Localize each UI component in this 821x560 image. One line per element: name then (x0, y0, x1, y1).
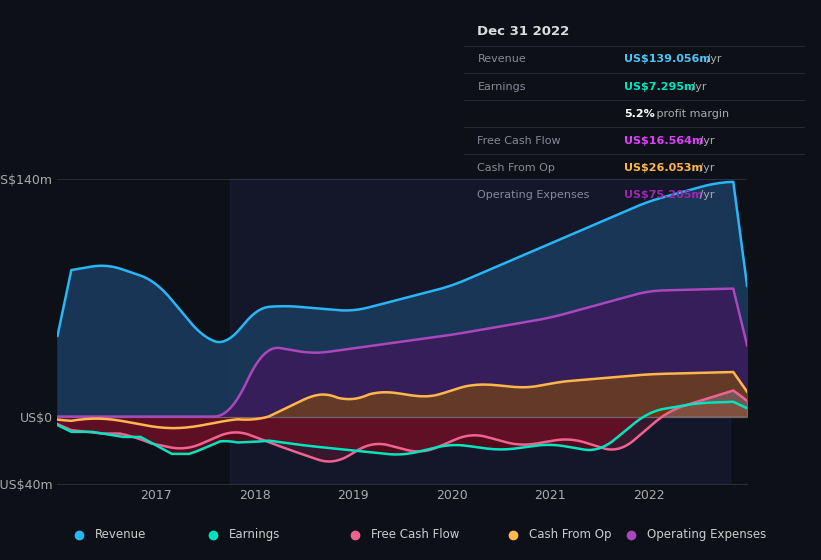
Text: /yr: /yr (695, 136, 714, 146)
Text: /yr: /yr (695, 190, 714, 200)
Text: Operating Expenses: Operating Expenses (647, 528, 766, 542)
Text: US$75.205m: US$75.205m (624, 190, 703, 200)
Text: Cash From Op: Cash From Op (478, 163, 555, 172)
Text: /yr: /yr (695, 163, 714, 172)
Text: Dec 31 2022: Dec 31 2022 (478, 25, 570, 38)
Text: Cash From Op: Cash From Op (529, 528, 611, 542)
Text: Free Cash Flow: Free Cash Flow (371, 528, 460, 542)
Text: US$16.564m: US$16.564m (624, 136, 704, 146)
Text: US$26.053m: US$26.053m (624, 163, 703, 172)
Text: /yr: /yr (703, 54, 721, 64)
Text: Revenue: Revenue (95, 528, 147, 542)
Text: US$7.295m: US$7.295m (624, 82, 695, 91)
Text: profit margin: profit margin (653, 109, 729, 119)
Text: Earnings: Earnings (229, 528, 281, 542)
Text: Revenue: Revenue (478, 54, 526, 64)
Text: US$139.056m: US$139.056m (624, 54, 711, 64)
Bar (230, 179, 731, 484)
Text: 5.2%: 5.2% (624, 109, 655, 119)
Text: Operating Expenses: Operating Expenses (478, 190, 589, 200)
Text: Free Cash Flow: Free Cash Flow (478, 136, 561, 146)
Text: Earnings: Earnings (478, 82, 526, 91)
Text: /yr: /yr (688, 82, 707, 91)
